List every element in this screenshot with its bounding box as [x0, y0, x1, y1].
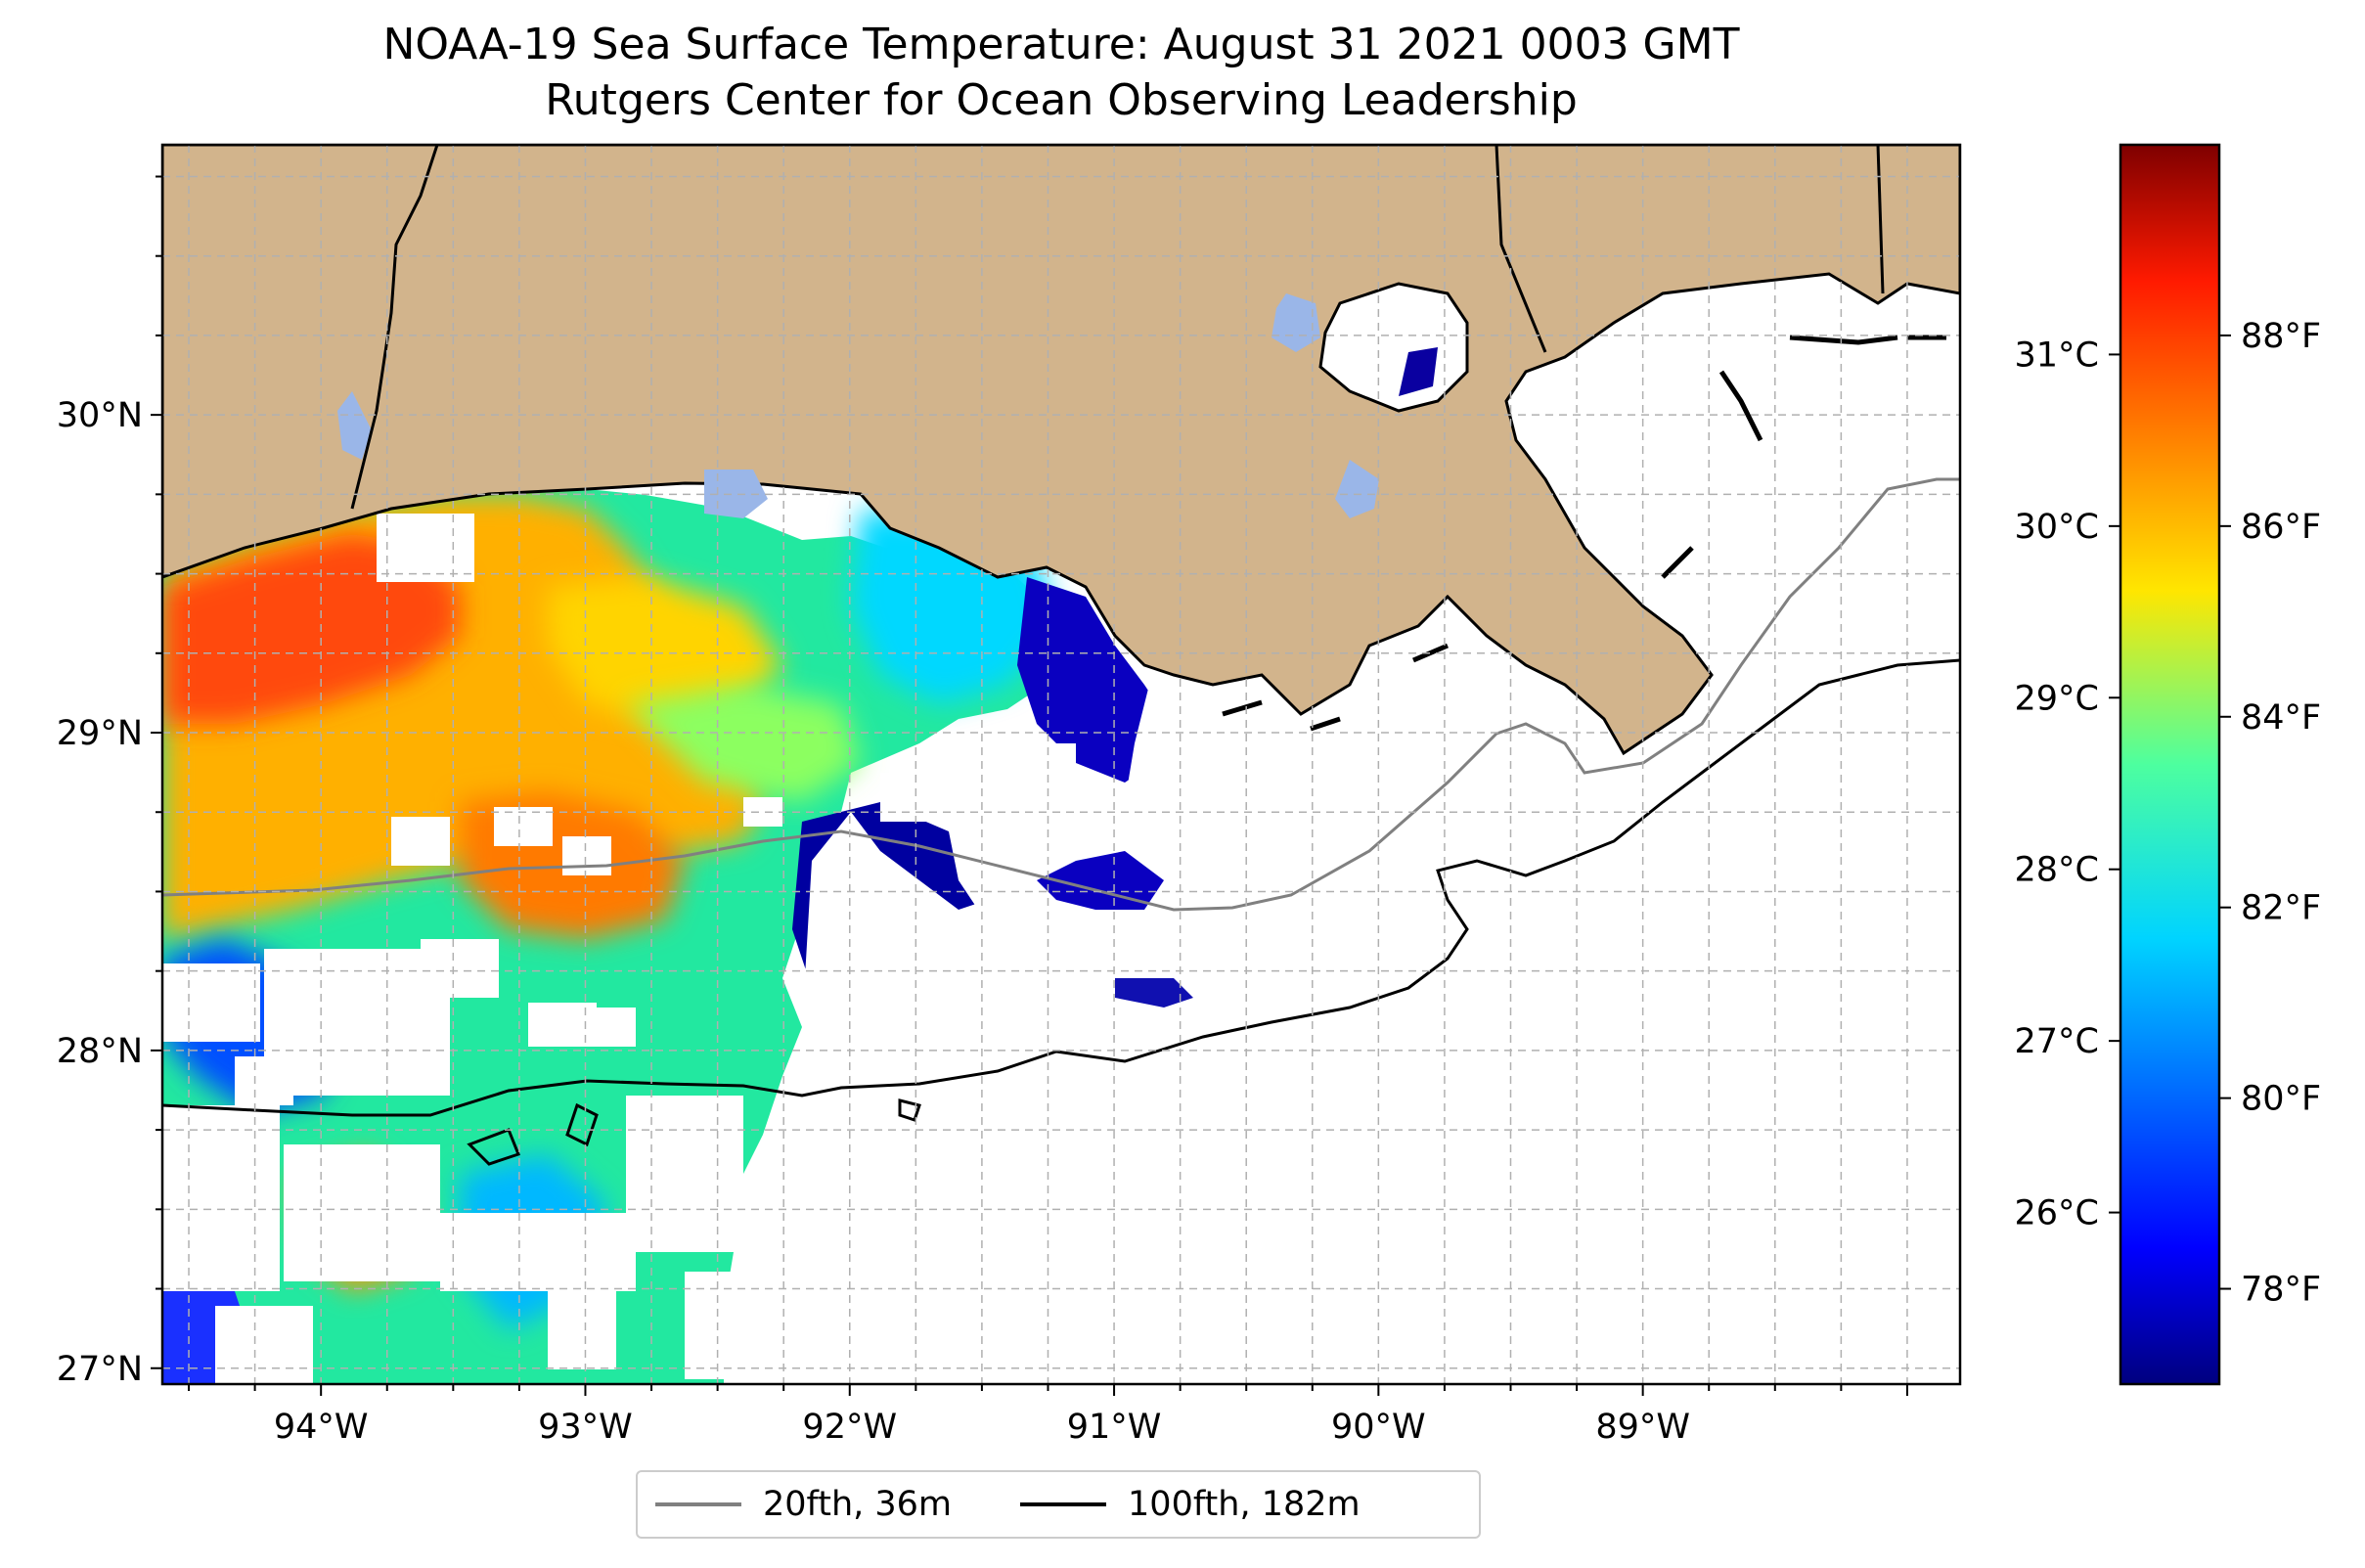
legend-item-100fth: 100fth, 182m	[1020, 1485, 1361, 1524]
legend-label-20fth: 20fth, 36m	[763, 1485, 953, 1524]
lakes	[337, 293, 1379, 518]
colorbar-f-label: 80°F	[2241, 1080, 2321, 1119]
colorbar-f-label: 78°F	[2241, 1271, 2321, 1310]
y-axis: 27°N 28°N 29°N 30°N	[57, 175, 162, 1389]
x-axis: 94°W 93°W 92°W 91°W 90°W 89°W	[188, 1384, 1908, 1447]
legend: 20fth, 36m 100fth, 182m	[636, 1470, 1481, 1539]
colorbar-celsius-axis: 26°C 27°C 28°C 29°C 30°C 31°C	[2015, 336, 2120, 1233]
state-borders	[350, 145, 1885, 510]
x-tick-label: 92°W	[802, 1408, 897, 1447]
colorbar-gradient	[2119, 143, 2221, 1386]
colorbar-c-label: 30°C	[2015, 508, 2099, 547]
colorbar: 26°C 27°C 28°C 29°C 30°C 31°C 78°F 80°F 82°F 84°…	[2015, 143, 2321, 1386]
colorbar-f-label: 86°F	[2241, 508, 2321, 547]
y-tick-label: 29°N	[57, 714, 143, 753]
y-tick-label: 27°N	[57, 1350, 143, 1389]
map-subtitle: Rutgers Center for Ocean Observing Leade…	[545, 75, 1578, 125]
colorbar-c-label: 26°C	[2015, 1194, 2099, 1233]
map-frame	[160, 143, 1962, 1386]
colorbar-f-label: 82°F	[2241, 889, 2321, 928]
colorbar-f-label: 84°F	[2241, 698, 2321, 738]
barrier-islands	[1222, 335, 1946, 732]
colorbar-f-label: 88°F	[2241, 317, 2321, 356]
y-tick-label: 28°N	[57, 1032, 143, 1071]
gridlines	[162, 145, 1960, 1384]
legend-swatch-20fth	[655, 1502, 741, 1506]
legend-swatch-100fth	[1020, 1502, 1107, 1506]
x-tick-label: 93°W	[538, 1408, 633, 1447]
y-tick-label: 30°N	[57, 396, 143, 435]
x-tick-label: 91°W	[1067, 1408, 1162, 1447]
map-area	[162, 145, 1960, 1384]
colorbar-c-label: 31°C	[2015, 336, 2099, 375]
legend-label-100fth: 100fth, 182m	[1128, 1485, 1361, 1524]
map-title: NOAA-19 Sea Surface Temperature: August …	[382, 20, 1740, 69]
x-tick-label: 94°W	[274, 1408, 369, 1447]
x-tick-label: 90°W	[1331, 1408, 1426, 1447]
x-tick-label: 89°W	[1595, 1408, 1690, 1447]
colorbar-fahrenheit-axis: 78°F 80°F 82°F 84°F 86°F 88°F	[2219, 317, 2321, 1310]
colorbar-c-label: 29°C	[2015, 679, 2099, 718]
cloud-gaps	[162, 514, 1076, 1384]
colorbar-c-label: 28°C	[2015, 851, 2099, 890]
colorbar-c-label: 27°C	[2015, 1022, 2099, 1061]
contour-20fth	[162, 477, 1960, 912]
legend-item-20fth: 20fth, 36m	[655, 1485, 952, 1524]
